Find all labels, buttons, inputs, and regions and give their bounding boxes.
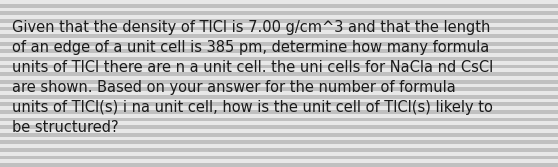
FancyBboxPatch shape: [0, 4, 558, 8]
FancyBboxPatch shape: [0, 80, 558, 84]
FancyBboxPatch shape: [0, 163, 558, 167]
FancyBboxPatch shape: [0, 34, 558, 38]
FancyBboxPatch shape: [0, 19, 558, 23]
FancyBboxPatch shape: [0, 72, 558, 76]
FancyBboxPatch shape: [0, 156, 558, 159]
FancyBboxPatch shape: [0, 64, 558, 68]
Text: Given that the density of TlCl is 7.00 g/cm^3 and that the length
of an edge of : Given that the density of TlCl is 7.00 g…: [12, 20, 493, 135]
FancyBboxPatch shape: [0, 27, 558, 30]
FancyBboxPatch shape: [0, 103, 558, 106]
FancyBboxPatch shape: [0, 87, 558, 91]
FancyBboxPatch shape: [0, 95, 558, 99]
FancyBboxPatch shape: [0, 133, 558, 137]
FancyBboxPatch shape: [0, 49, 558, 53]
FancyBboxPatch shape: [0, 125, 558, 129]
FancyBboxPatch shape: [0, 42, 558, 46]
FancyBboxPatch shape: [0, 148, 558, 152]
FancyBboxPatch shape: [0, 110, 558, 114]
FancyBboxPatch shape: [0, 118, 558, 121]
FancyBboxPatch shape: [0, 140, 558, 144]
FancyBboxPatch shape: [0, 57, 558, 61]
FancyBboxPatch shape: [0, 11, 558, 15]
